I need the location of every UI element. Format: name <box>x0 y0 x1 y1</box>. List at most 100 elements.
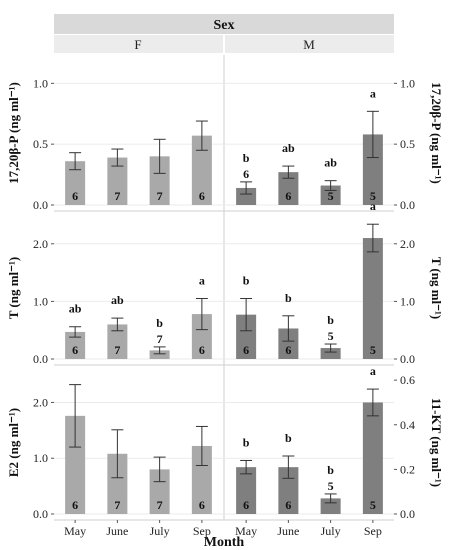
y-tick-label-left: 1.0 <box>33 76 48 90</box>
significance-letter: b <box>243 151 250 165</box>
sample-size-label: 7 <box>157 332 163 346</box>
y-tick-label-left: 0.0 <box>33 507 48 521</box>
y-axis-title-left: 17,20β-P (ng ml⁻¹) <box>6 82 21 184</box>
bar <box>320 348 341 359</box>
y-tick-label-right: 0.0 <box>400 507 415 521</box>
sample-size-label: 6 <box>243 498 249 512</box>
bar <box>107 453 128 514</box>
sample-size-label: 7 <box>114 498 120 512</box>
bar <box>278 467 299 514</box>
sample-size-label: 5 <box>328 479 334 493</box>
facet-strip-m <box>225 35 394 53</box>
y-tick-label-right: 0.5 <box>400 137 415 151</box>
sample-size-label: 6 <box>199 498 205 512</box>
y-axis-title-right: T (ng ml⁻¹) <box>429 257 444 320</box>
bar <box>149 350 170 359</box>
sample-size-label: 5 <box>370 343 376 357</box>
significance-letter: b <box>243 435 250 449</box>
significance-letter: ab <box>69 302 82 316</box>
y-axis-title-right: 17,20β-P (ng ml⁻¹) <box>429 82 444 184</box>
bar <box>362 238 383 359</box>
facet-label-m: M <box>303 37 315 52</box>
significance-letter: a <box>370 199 376 213</box>
sample-size-label: 5 <box>328 329 334 343</box>
bar <box>278 328 299 359</box>
x-tick-label: June <box>277 524 299 538</box>
sample-size-label: 6 <box>72 343 78 357</box>
y-axis-title-right: 11-KT (ng ml⁻¹) <box>429 398 444 487</box>
y-axis-title-left: T (ng ml⁻¹) <box>6 257 21 320</box>
x-tick-label: June <box>106 524 128 538</box>
sample-size-label: 7 <box>157 498 163 512</box>
facet-header-label: Sex <box>214 18 235 33</box>
y-tick-label-right: 0.6 <box>400 373 415 387</box>
y-tick-label-right: 0.4 <box>400 418 415 432</box>
significance-letter: a <box>370 86 376 100</box>
significance-letter: b <box>327 463 334 477</box>
bar <box>149 156 170 205</box>
y-tick-label-left: 2.0 <box>33 237 48 251</box>
y-tick-label-right: 1.0 <box>400 76 415 90</box>
significance-letter: ab <box>324 156 337 170</box>
bar <box>191 314 212 359</box>
bar <box>362 134 383 205</box>
bar <box>362 402 383 514</box>
x-tick-label: July <box>321 524 341 538</box>
bar <box>107 324 128 359</box>
x-tick-label: Sep <box>193 524 211 538</box>
bar <box>65 331 86 359</box>
plot-area: 0.0 0.5 1.0 0.0 0.5 1.0 17,20β-P (ng ml⁻¹) 17,2… <box>6 55 444 538</box>
y-tick-label-right: 0.0 <box>400 198 415 212</box>
y-tick-label-left: 0.0 <box>33 352 48 366</box>
y-tick-label-right: 1.0 <box>400 294 415 308</box>
sample-size-label: 6 <box>243 167 249 181</box>
x-tick-label: May <box>235 524 257 538</box>
facet-header-strip <box>54 14 394 34</box>
x-tick-label: Sep <box>364 524 382 538</box>
sample-size-label: 6 <box>243 343 249 357</box>
sample-size-label: 6 <box>72 189 78 203</box>
bar <box>278 172 299 205</box>
sample-size-label: 5 <box>370 498 376 512</box>
y-tick-label-left: 2.0 <box>33 395 48 409</box>
sample-size-label: 6 <box>199 189 205 203</box>
significance-letter: a <box>370 364 376 378</box>
sample-size-label: 6 <box>72 498 78 512</box>
bar <box>191 445 212 514</box>
sample-size-label: 6 <box>285 189 291 203</box>
y-tick-label-right: 0.0 <box>400 352 415 366</box>
sample-size-label: 5 <box>370 189 376 203</box>
significance-letter: b <box>327 313 334 327</box>
y-tick-label-left: 1.0 <box>33 294 48 308</box>
x-tick-label: July <box>150 524 170 538</box>
y-tick-label-right: 0.2 <box>400 462 415 476</box>
sample-size-label: 5 <box>328 189 334 203</box>
bar <box>191 135 212 205</box>
bar <box>149 469 170 514</box>
sample-size-label: 6 <box>285 343 291 357</box>
x-tick-label: May <box>64 524 86 538</box>
significance-letter: b <box>243 274 250 288</box>
x-axis-title: Month <box>204 535 245 550</box>
bar <box>320 498 341 514</box>
y-tick-label-left: 1.0 <box>33 451 48 465</box>
y-axis-title-left: E2 (ng ml⁻¹) <box>6 408 21 477</box>
sample-size-label: 6 <box>199 343 205 357</box>
bar <box>65 161 86 205</box>
bar <box>107 157 128 205</box>
bar <box>236 467 257 514</box>
significance-letter: ab <box>282 141 295 155</box>
sample-size-label: 7 <box>157 189 163 203</box>
significance-letter: b <box>285 431 292 445</box>
bar <box>236 314 257 359</box>
bar <box>65 415 86 514</box>
sample-size-label: 6 <box>285 498 291 512</box>
significance-letter: b <box>156 316 163 330</box>
y-tick-label-left: 0.0 <box>33 198 48 212</box>
significance-letter: b <box>285 291 292 305</box>
y-tick-label-right: 2.0 <box>400 237 415 251</box>
sample-size-label: 7 <box>114 189 120 203</box>
bar <box>236 187 257 205</box>
significance-letter: a <box>199 274 205 288</box>
